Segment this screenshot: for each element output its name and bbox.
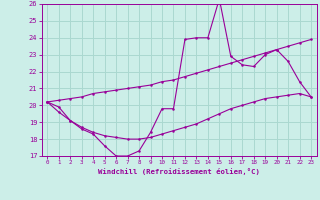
X-axis label: Windchill (Refroidissement éolien,°C): Windchill (Refroidissement éolien,°C) (98, 168, 260, 175)
